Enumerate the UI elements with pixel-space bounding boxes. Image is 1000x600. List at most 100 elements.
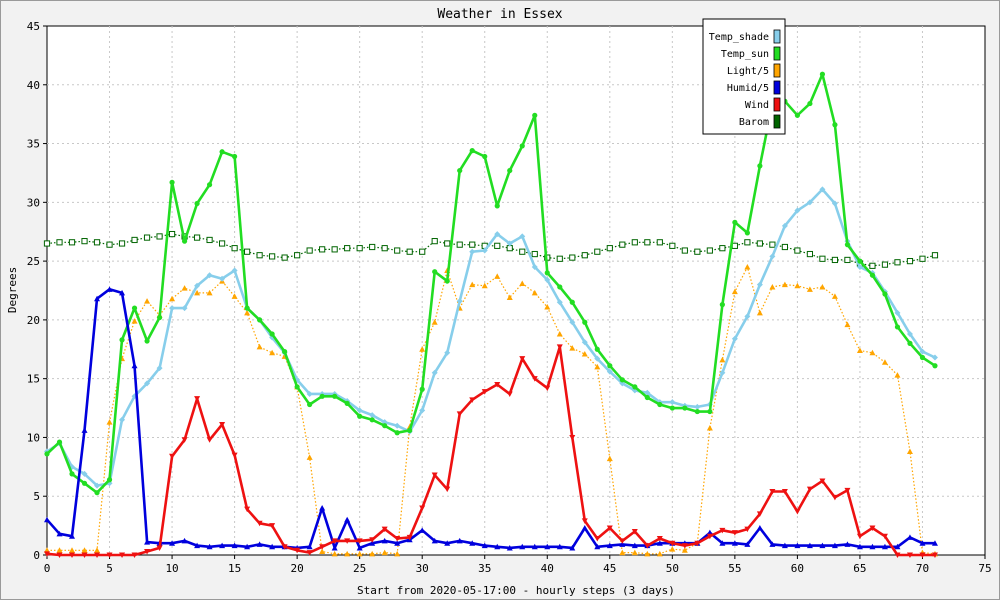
data-point-humid-5 (244, 543, 251, 550)
y-axis-title: Degrees (6, 267, 19, 313)
data-point-wind (569, 434, 576, 441)
data-point-barom (669, 242, 676, 249)
data-point-light-5 (231, 293, 238, 299)
y-tick-label: 30 (27, 196, 40, 209)
data-point-temp-shade (644, 389, 651, 396)
data-point-wind (844, 487, 851, 494)
data-point-barom (131, 236, 138, 244)
data-point-temp-sun (932, 363, 938, 369)
data-point-barom (419, 248, 426, 255)
data-point-temp-sun (194, 200, 200, 207)
data-point-wind (744, 526, 751, 533)
data-point-temp-sun (169, 179, 175, 185)
series-line-light-5 (47, 266, 936, 555)
data-point-temp-sun (457, 167, 463, 174)
data-point-light-5 (669, 546, 676, 552)
data-point-temp-shade (531, 263, 538, 270)
data-point-barom (494, 242, 501, 249)
data-point-temp-sun (757, 163, 763, 169)
data-point-light-5 (569, 345, 576, 351)
data-point-light-5 (144, 298, 151, 304)
data-point-temp-shade (456, 298, 463, 305)
data-point-wind (94, 552, 101, 558)
data-point-temp-sun (106, 477, 113, 483)
data-point-temp-sun (269, 331, 275, 337)
data-point-wind (669, 540, 676, 547)
data-point-barom (256, 252, 263, 259)
data-point-humid-5 (631, 542, 638, 549)
data-point-humid-5 (331, 544, 338, 551)
data-point-barom (581, 252, 588, 259)
data-point-barom (106, 241, 113, 248)
data-point-temp-sun (307, 401, 313, 408)
data-point-humid-5 (206, 543, 213, 550)
y-tick-label: 0 (33, 549, 40, 562)
data-point-temp-sun (219, 149, 225, 155)
data-point-humid-5 (894, 543, 901, 550)
data-point-temp-shade (544, 276, 551, 283)
y-tick-label: 25 (27, 255, 40, 268)
data-point-light-5 (94, 547, 101, 553)
data-point-temp-shade (369, 412, 376, 419)
data-point-temp-shade (569, 319, 576, 326)
x-tick-label: 60 (791, 562, 804, 575)
x-tick-label: 55 (728, 562, 741, 575)
data-point-wind (469, 397, 476, 403)
data-point-temp-shade (194, 282, 201, 289)
data-point-barom (619, 241, 626, 248)
data-point-temp-shade (94, 482, 101, 489)
data-point-humid-5 (319, 504, 326, 511)
data-point-wind (819, 478, 826, 484)
data-point-temp-shade (669, 399, 676, 406)
data-point-barom (606, 245, 613, 252)
data-point-wind (81, 552, 88, 558)
data-point-barom (81, 238, 88, 245)
data-point-light-5 (744, 263, 751, 270)
data-point-barom (869, 262, 876, 269)
data-point-humid-5 (394, 540, 401, 546)
data-point-wind (206, 437, 213, 443)
data-point-barom (531, 250, 538, 258)
data-point-wind (731, 530, 738, 536)
data-point-temp-sun (644, 394, 650, 401)
data-point-wind (919, 552, 926, 558)
data-point-wind (281, 544, 288, 550)
x-tick-label: 75 (978, 562, 991, 575)
legend-label-temp-shade: Temp_shade (709, 32, 769, 43)
data-point-humid-5 (256, 541, 263, 547)
data-point-wind (256, 520, 263, 527)
data-point-light-5 (269, 349, 276, 356)
data-point-temp-sun (857, 258, 863, 264)
data-point-temp-shade (119, 416, 126, 423)
data-point-wind (894, 552, 901, 558)
data-point-humid-5 (656, 540, 663, 546)
data-point-temp-sun (131, 305, 138, 311)
data-point-humid-5 (69, 533, 76, 539)
data-point-humid-5 (106, 286, 113, 292)
data-point-temp-sun (744, 230, 750, 236)
data-point-barom (919, 255, 926, 262)
data-point-temp-sun (81, 480, 88, 486)
data-point-humid-5 (519, 543, 526, 550)
data-point-light-5 (881, 359, 888, 365)
data-point-light-5 (819, 283, 826, 290)
legend-swatch-light-5 (773, 63, 781, 78)
data-point-wind (394, 536, 401, 542)
data-point-temp-shade (919, 348, 926, 355)
data-point-light-5 (794, 282, 801, 289)
data-point-temp-shade (169, 305, 176, 312)
data-point-temp-shade (231, 267, 238, 274)
data-point-temp-shade (481, 247, 488, 254)
data-point-temp-shade (756, 281, 763, 288)
data-point-temp-shade (906, 330, 913, 337)
data-point-light-5 (594, 363, 601, 370)
x-tick-label: 50 (666, 562, 679, 575)
data-point-barom (231, 245, 238, 252)
data-point-temp-sun (244, 305, 250, 311)
data-point-temp-sun (382, 423, 388, 429)
data-point-light-5 (181, 285, 188, 291)
data-point-temp-sun (119, 337, 125, 343)
data-point-temp-shade (694, 403, 701, 410)
data-point-humid-5 (44, 516, 50, 523)
data-point-light-5 (356, 550, 363, 557)
